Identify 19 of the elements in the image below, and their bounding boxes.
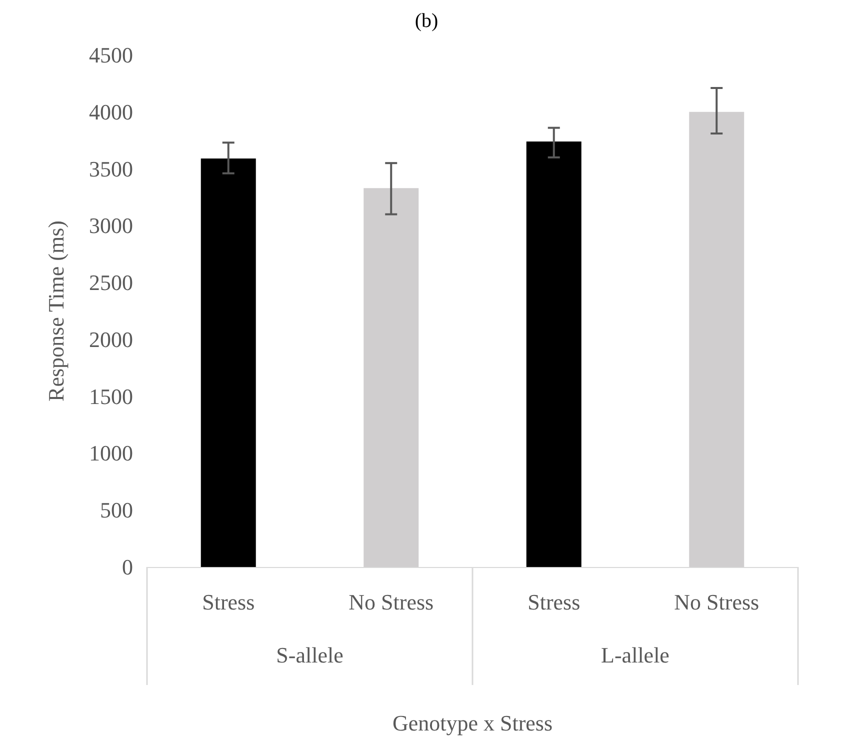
x-axis-title: Genotype x Stress	[392, 710, 553, 736]
y-tick-label: 3000	[89, 213, 133, 238]
chart-title: (b)	[414, 10, 438, 32]
y-tick-label: 500	[100, 498, 133, 523]
x-tick-label: Stress	[528, 590, 580, 614]
text: S-allele	[276, 642, 344, 668]
x-tick-label: No Stress	[674, 590, 760, 614]
y-tick-label: 0	[122, 554, 133, 580]
y-tick-label: 4500	[89, 42, 133, 68]
x-tick-label: Stress	[202, 590, 255, 614]
y-tick-label: 1000	[89, 440, 133, 466]
x-tick-label: No Stress	[348, 590, 434, 614]
y-tick-label: 3500	[89, 156, 133, 182]
y-axis-title: Response Time (ms)	[44, 220, 68, 402]
y-tick-label: 4000	[89, 99, 133, 124]
y-tick-label: 2000	[89, 326, 133, 352]
y-tick-label: 1500	[89, 384, 133, 409]
y-tick-label: 2500	[89, 270, 133, 296]
text: L-allele	[601, 642, 670, 668]
